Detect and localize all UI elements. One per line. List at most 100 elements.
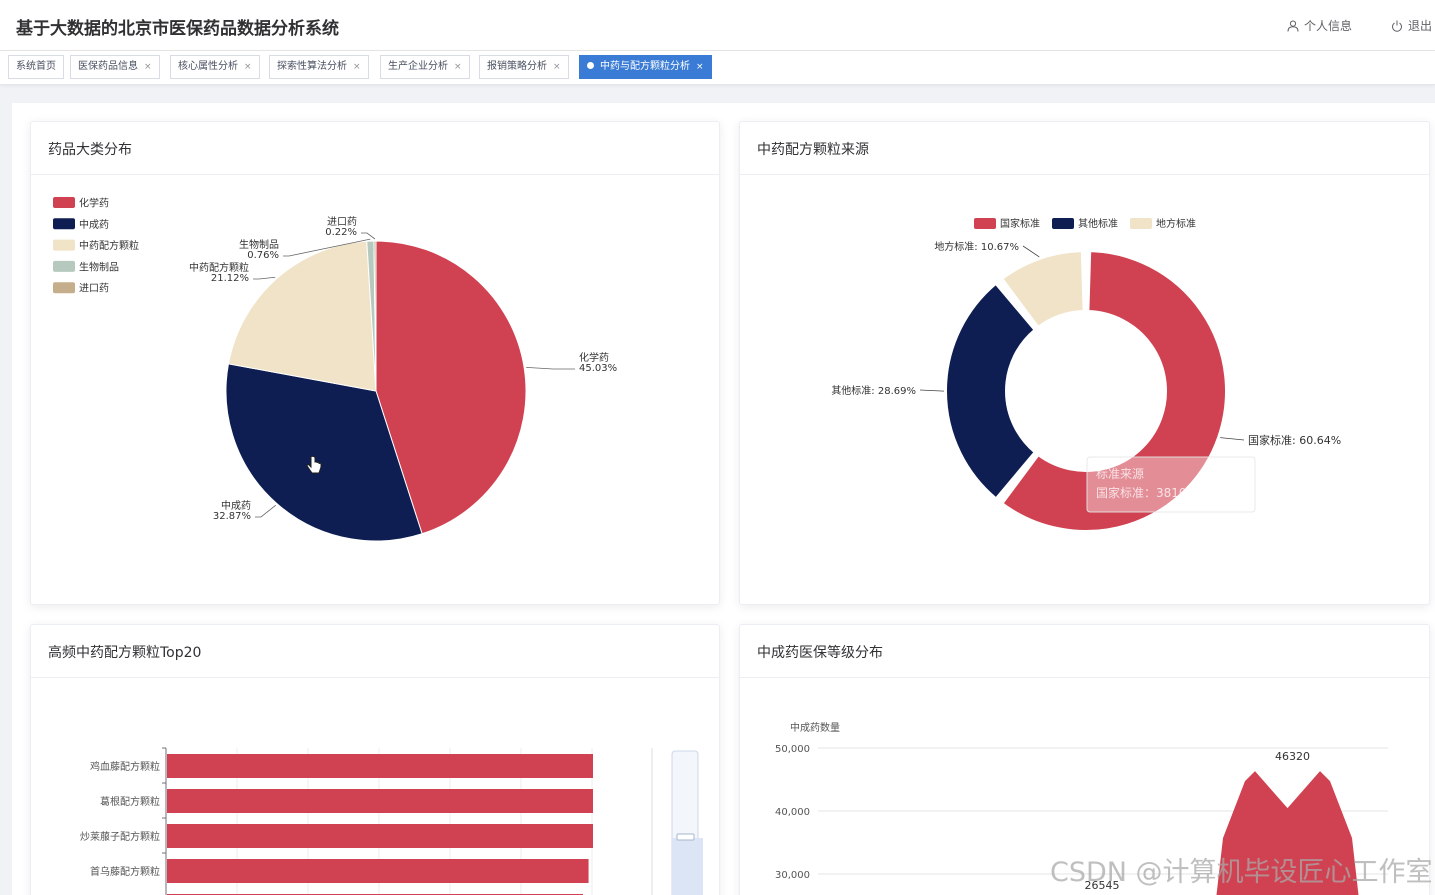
app-title: 基于大数据的北京市医保药品数据分析系统 [16, 19, 339, 39]
slice-label-percent: 32.87% [213, 511, 251, 522]
tab-label: 报销策略分析 [487, 61, 547, 72]
card-drug-category: 药品大类分布 化学药 中成药 中药配方颗粒 生物制品 进口药 化学药 45.03% 中成药 32… [30, 121, 720, 605]
category-label: 鸡血藤配方颗粒 [90, 760, 160, 773]
bar-shape [1216, 771, 1359, 895]
legend-swatch [1130, 218, 1152, 229]
tab-label: 探索性算法分析 [277, 61, 347, 72]
leader-line [255, 504, 276, 518]
leader-line [526, 366, 575, 370]
tooltip-title: 标准来源 [1096, 467, 1144, 481]
donut-slice-0 [1001, 250, 1227, 532]
leader-line [283, 238, 371, 257]
legend-swatch [53, 260, 75, 272]
legend-swatch [1052, 218, 1074, 229]
slice-label-name: 化学药 [579, 351, 609, 364]
card-title: 中成药医保等级分布 [740, 625, 1429, 678]
card-tcm-source: 中药配方颗粒来源 国家标准 其他标准 地方标准国家标准: 60.64% 其他标准: 2… [739, 121, 1430, 605]
pie-slice-4 [373, 240, 377, 392]
tab-close-icon[interactable]: × [244, 62, 252, 72]
y-axis-title: 中成药数量 [790, 721, 840, 734]
drug-category-pie-chart[interactable]: 化学药中成药中药配方颗粒生物制品进口药化学药45.03%中成药32.87%中药配… [31, 175, 720, 605]
legend-label: 生物制品 [79, 260, 119, 273]
category-label: 首乌藤配方颗粒 [90, 865, 160, 878]
bar [167, 859, 589, 883]
leader-line [1220, 437, 1245, 441]
card-title: 高频中药配方颗粒Top20 [31, 625, 719, 678]
slice-label-name: 中成药 [221, 499, 251, 512]
legend-swatch [53, 282, 75, 294]
data-label: 26545 [1085, 879, 1120, 892]
slice-label: 其他标准: 28.69% [831, 384, 916, 397]
legend-label: 中成药 [79, 218, 109, 231]
legend-swatch [53, 218, 75, 230]
slice-label-name: 生物制品 [239, 238, 279, 251]
tab-close-icon[interactable]: × [353, 62, 361, 72]
tab-core-attr[interactable]: 核心属性分析 × [170, 55, 260, 79]
card-title: 药品大类分布 [31, 122, 719, 175]
card-top20: 高频中药配方颗粒Top20 鸡血藤配方颗粒葛根配方颗粒炒莱菔子配方颗粒首乌藤配方… [30, 624, 720, 895]
slice-label-name: 进口药 [327, 216, 357, 228]
legend-label: 化学药 [79, 197, 109, 210]
tab-tcm-granule[interactable]: 中药与配方颗粒分析 × [579, 55, 712, 79]
leader-line [919, 389, 945, 392]
bar [167, 754, 593, 778]
bar [167, 789, 593, 813]
donut-slice-1 [945, 282, 1036, 500]
y-tick-label: 40,000 [775, 807, 810, 818]
donut-slice-2 [1001, 250, 1085, 328]
legend-label: 地方标准 [1156, 217, 1196, 230]
tab-label: 医保药品信息 [78, 61, 138, 72]
leader-line [1022, 245, 1040, 258]
slice-label-name: 中药配方颗粒 [189, 261, 249, 274]
tab-label: 中药与配方颗粒分析 [600, 61, 690, 72]
power-icon [1392, 20, 1402, 32]
slice-label: 地方标准: 10.67% [934, 240, 1019, 253]
y-tick-label: 50,000 [775, 744, 810, 755]
watermark-text: CSDN @计算机毕设匠心工作室 [1050, 857, 1433, 888]
hand-cursor-icon [306, 455, 322, 474]
user-info-link[interactable]: 个人信息 [1287, 17, 1352, 34]
slice-label: 国家标准: 60.64% [1248, 433, 1341, 447]
active-dot-icon [587, 62, 594, 69]
legend-swatch [53, 239, 75, 251]
slice-label-percent: 0.22% [325, 227, 357, 238]
user-icon [1287, 20, 1299, 32]
card-grade: 中成药医保等级分布 中成药数量 50,000 40,000 30,000 46320 26… [739, 624, 1430, 895]
legend-swatch [974, 218, 996, 229]
tab-close-icon[interactable]: × [553, 62, 561, 72]
pie-slice-1 [225, 363, 423, 542]
legend-label: 进口药 [79, 283, 109, 295]
bar [167, 824, 593, 848]
logout-link[interactable]: 退出 [1391, 17, 1432, 34]
logout-label: 退出 [1408, 19, 1433, 33]
tooltip-value: 国家标准：38101 (60.64%) [1096, 485, 1253, 500]
data-label: 46320 [1275, 750, 1310, 763]
tab-drug-info[interactable]: 医保药品信息 × [70, 55, 160, 79]
legend-swatch [53, 197, 75, 208]
tab-explore-algo[interactable]: 探索性算法分析 × [269, 55, 369, 79]
slice-label-percent: 21.12% [211, 273, 249, 284]
tab-reimbursement[interactable]: 报销策略分析 × [479, 55, 569, 79]
tab-close-icon[interactable]: × [454, 62, 462, 72]
legend-label: 国家标准 [1000, 217, 1040, 230]
category-label: 葛根配方颗粒 [100, 795, 160, 808]
card-title: 中药配方颗粒来源 [740, 122, 1429, 175]
data-zoom-handle [676, 833, 695, 841]
user-info-label: 个人信息 [1304, 19, 1353, 33]
leader-line [253, 276, 276, 280]
tab-close-icon[interactable]: × [144, 62, 152, 72]
tab-label: 生产企业分析 [388, 61, 448, 72]
category-label: 炒莱菔子配方颗粒 [80, 830, 160, 843]
legend-label: 中药配方颗粒 [79, 239, 139, 252]
pie-slice-0 [375, 240, 527, 535]
tab-home[interactable]: 系统首页 [8, 55, 64, 79]
slice-label-percent: 45.03% [579, 363, 617, 374]
app-header: 基于大数据的北京市医保药品数据分析系统 个人信息 退出 [0, 0, 1435, 51]
tab-close-icon[interactable]: × [696, 62, 704, 72]
tab-manufacturer[interactable]: 生产企业分析 × [380, 55, 470, 79]
legend-label: 其他标准 [1078, 217, 1118, 230]
slice-label-percent: 0.76% [247, 250, 279, 261]
